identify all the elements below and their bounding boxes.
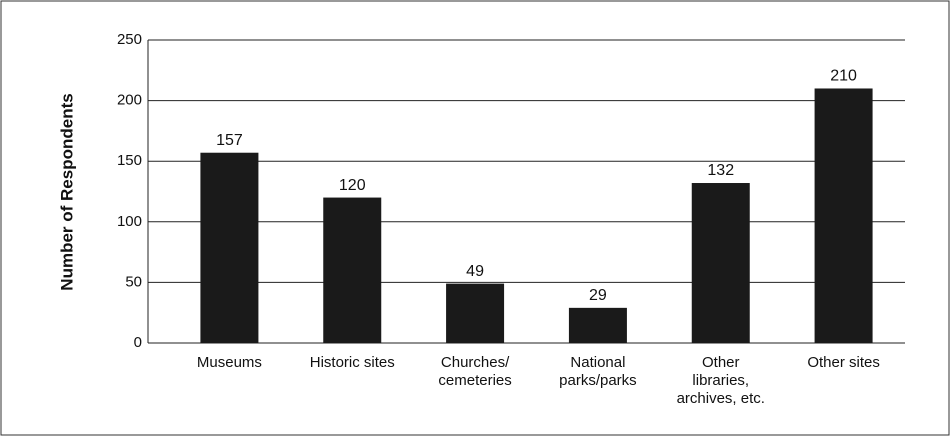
y-tick-label: 150 [117,152,142,169]
data-label: 157 [216,132,243,149]
bar [446,283,505,343]
x-tick-label: Other libraries, archives, etc. [677,354,765,407]
data-label: 210 [830,68,857,85]
data-label: 49 [466,263,484,280]
bar [200,152,259,343]
x-tick-label: Museums [197,354,262,371]
y-axis-label: Number of Respondents [57,93,76,290]
x-tick-label: Historic sites [310,354,395,371]
x-tick-label: Other sites [807,354,880,371]
data-label: 120 [339,177,366,194]
x-tick-label: National parks/parks [559,354,637,389]
bar [691,183,750,343]
y-tick-label: 200 [117,92,142,109]
bar [814,88,873,343]
data-label: 29 [589,287,607,304]
y-tick-label: 100 [117,213,142,230]
y-tick-label: 50 [125,273,142,290]
bar [323,197,382,343]
x-tick-label: Churches/cemeteries [438,354,511,389]
y-tick-label: 250 [117,31,142,48]
data-label: 132 [707,162,734,179]
y-tick-label: 0 [134,334,142,351]
bar [568,307,627,343]
